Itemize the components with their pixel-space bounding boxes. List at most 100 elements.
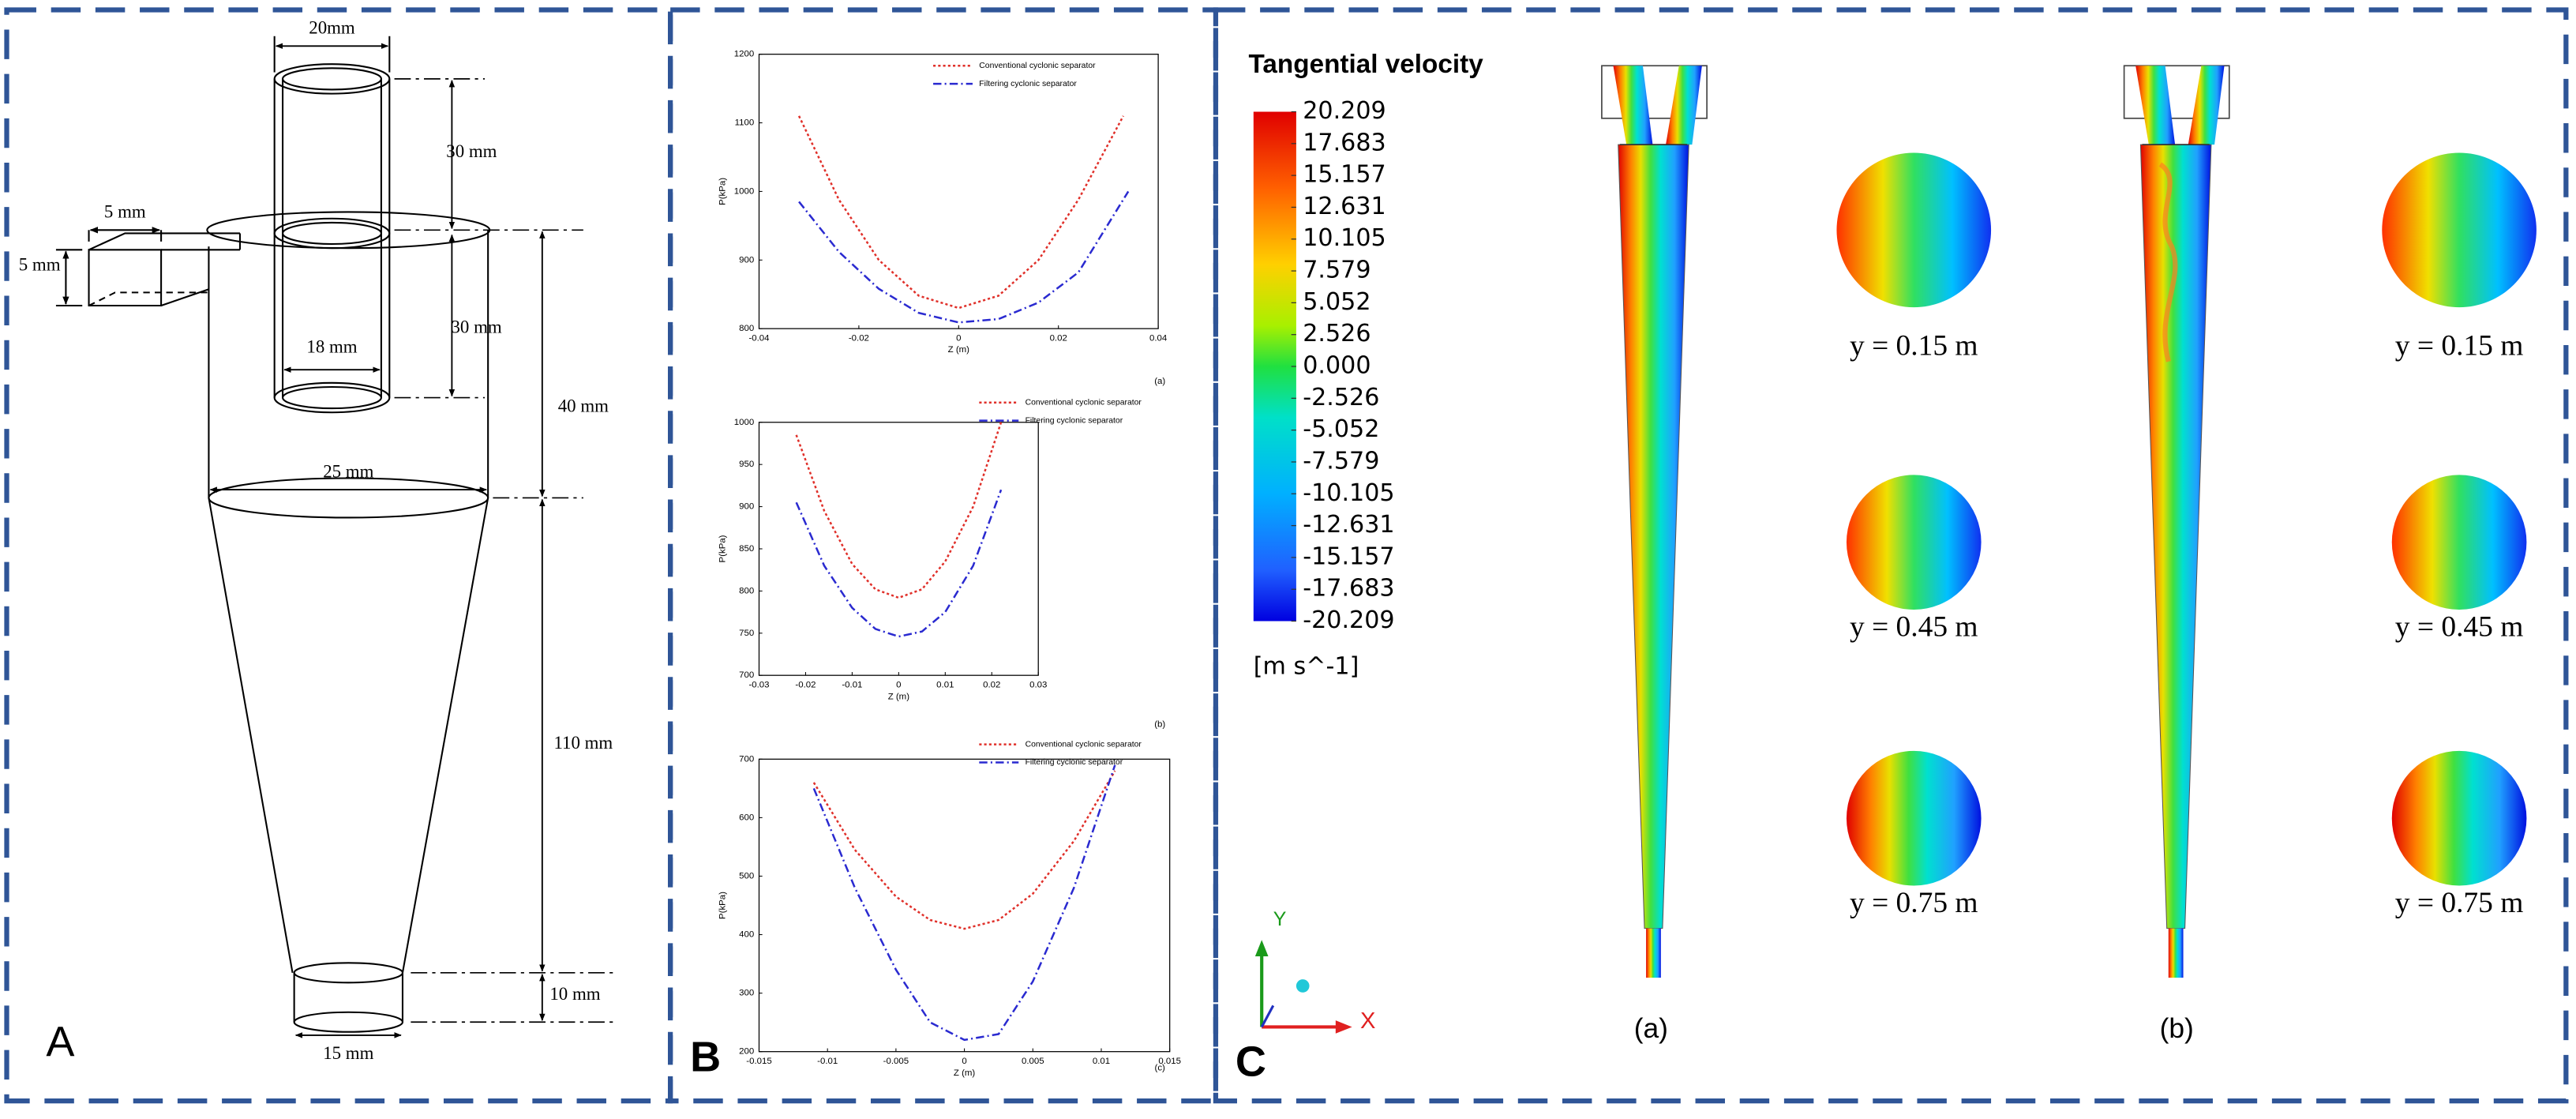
axis-label-y: Y [1273,908,1287,930]
colorbar-tick-label: 7.579 [1303,257,1370,284]
chart-sublabel: (b) [1154,720,1165,730]
axis-label-x: X [1360,1008,1375,1034]
x-tick-label: 0.04 [1149,334,1168,344]
y-tick-label: 800 [739,586,754,595]
legend-label: Conventional cyclonic separator [979,62,1096,70]
x-tick-label: -0.01 [817,1057,838,1066]
colorbar-tick-label: 17.683 [1303,129,1386,156]
chart-sublabel: (c) [1155,1064,1166,1073]
colorbar-tick-label: 15.157 [1303,161,1386,189]
case-label: (a) [1634,1013,1668,1044]
plot-frame [758,54,1159,329]
colorbar-tick-label: -17.683 [1303,575,1394,603]
x-tick-label: 0.005 [1022,1057,1044,1066]
dimension-label: 5 mm [19,254,61,274]
y-axis-label: P(kPa) [718,892,728,919]
x-tick-label: -0.02 [795,681,816,690]
legend-label: Conventional cyclonic separator [1026,399,1142,407]
x-axis-label: Z (m) [948,345,970,355]
panel-label: B [690,1033,721,1080]
colorbar-tick-label: -15.157 [1303,543,1394,570]
y-tick-label: 200 [739,1047,754,1057]
x-tick-label: 0 [956,334,961,344]
dimension-label: 25 mm [323,462,373,482]
legend-label: Filtering cyclonic separator [979,80,1077,88]
panel-borders [4,7,2569,1104]
x-tick-label: 0 [962,1057,966,1066]
slice-label: y = 0.15 m [2395,330,2524,362]
x-tick-label: -0.03 [748,681,769,690]
colorbar-tick-label: -10.105 [1303,479,1394,507]
y-axis-label: P(kPa) [718,178,728,205]
panel-label: C [1236,1038,1266,1086]
legend-label: Conventional cyclonic separator [1026,740,1142,749]
y-tick-label: 400 [739,930,754,940]
y-tick-label: 900 [739,255,754,265]
slice-label: y = 0.45 m [2395,611,2524,644]
x-tick-label: 0.01 [936,681,954,690]
dimension-label: 18 mm [306,336,357,356]
contour-case-a [1601,65,1708,978]
x-tick-label: 0.03 [1029,681,1047,690]
y-tick-label: 1000 [734,186,754,196]
y-tick-label: 800 [739,324,754,333]
y-tick-label: 700 [739,670,754,680]
series-line [795,422,1003,599]
x-tick-label: -0.04 [748,334,770,344]
y-tick-label: 1100 [735,118,755,128]
series-line [812,770,1116,930]
colorbar-tick-label: 0.000 [1303,352,1370,380]
plot-frame [758,758,1171,1053]
y-tick-label: 600 [739,813,754,822]
x-tick-label: 0.01 [1093,1057,1110,1066]
dimension-label: 40 mm [558,396,609,415]
y-tick-label: 750 [739,629,754,638]
y-axis-label: P(kPa) [718,535,728,562]
x-tick-label: -0.015 [746,1057,771,1066]
axis-triad [1254,940,1352,1034]
x-tick-label: 0.02 [983,681,1000,690]
contour-case-b [2123,65,2230,978]
panel-label: A [46,1019,74,1066]
colorbar-title: Tangential velocity [1249,50,1484,79]
x-axis-label: Z (m) [888,692,910,701]
y-tick-label: 500 [739,871,754,881]
case-label: (b) [2160,1013,2194,1044]
slice-circles [1836,152,2537,886]
series-line [798,190,1130,324]
colorbar-tick-label: 5.052 [1303,288,1370,316]
plot-frame [758,422,1039,676]
colorbar-tick-label: -20.209 [1303,606,1394,634]
slice-label: y = 0.45 m [1850,611,1978,644]
x-tick-label: 0.015 [1158,1057,1181,1066]
dimension-label: 5 mm [104,202,146,222]
y-tick-label: 1200 [734,50,754,59]
x-tick-label: -0.005 [883,1057,909,1066]
cyclone-drawing [55,36,617,1038]
dimension-label: 15 mm [323,1043,373,1063]
slice-label: y = 0.75 m [2395,887,2524,919]
series-line [797,115,1124,310]
colorbar-tick-label: -7.579 [1303,447,1379,475]
colorbar-tick-label: -12.631 [1303,511,1394,539]
colorbar-tick-label: 12.631 [1303,193,1386,220]
slice-label: y = 0.75 m [1850,887,1978,919]
colorbar-tick-label: -2.526 [1303,384,1379,411]
y-tick-label: 850 [739,544,754,554]
legend-label: Filtering cyclonic separator [1026,416,1123,425]
slice-label: y = 0.15 m [1850,330,1978,362]
colorbar [1253,111,1296,621]
legend-label: Filtering cyclonic separator [1026,758,1123,767]
colorbar-tick-label: -5.052 [1303,415,1379,443]
colorbar-tick-label: 10.105 [1303,224,1386,252]
series-line [795,489,1003,638]
x-tick-label: -0.01 [842,681,862,690]
x-tick-label: 0.02 [1050,334,1067,344]
y-tick-label: 300 [739,989,754,998]
dimension-label: 20mm [309,18,355,38]
chart-sublabel: (a) [1154,377,1165,386]
y-tick-label: 900 [739,502,754,512]
y-tick-label: 700 [739,754,754,764]
